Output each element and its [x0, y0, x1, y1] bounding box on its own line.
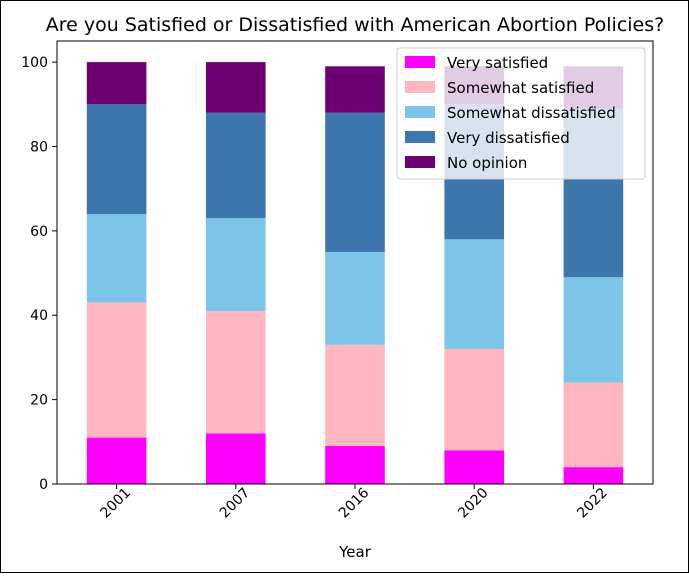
bar-segment — [86, 104, 147, 214]
x-tick-label: 2020 — [455, 485, 492, 522]
y-tick-label: 100 — [21, 55, 48, 71]
x-tick-label: 2007 — [217, 485, 254, 522]
y-axis: 0 20 40 60 80 100 — [21, 55, 57, 493]
legend-box — [396, 47, 646, 180]
bar-segment — [563, 467, 624, 484]
legend-swatch — [405, 106, 435, 118]
bar-segment — [325, 446, 385, 484]
chart-title: Are you Satisfied or Dissatisfied with A… — [46, 14, 664, 36]
legend-label: No opinion — [447, 154, 527, 172]
y-tick-label: 60 — [30, 224, 48, 240]
bar-segment — [86, 62, 147, 105]
legend-swatch — [405, 81, 435, 93]
y-tick-label: 80 — [30, 139, 48, 155]
bar-segment — [563, 382, 624, 468]
legend-swatch — [405, 131, 435, 143]
bar-segment — [444, 239, 504, 349]
bar-segment — [86, 302, 147, 438]
bar-segment — [563, 277, 624, 383]
bar-segment — [444, 450, 504, 484]
bar-segment — [444, 348, 504, 451]
y-tick-label: 40 — [30, 308, 48, 324]
bar-segment — [206, 218, 266, 312]
bar-segment — [325, 251, 385, 345]
y-tick-label: 0 — [39, 477, 48, 493]
legend-swatch — [405, 156, 435, 168]
bar-segment — [206, 433, 266, 484]
bar-segment — [325, 66, 385, 113]
x-tick-label: 2016 — [336, 485, 373, 522]
bar-segment — [86, 437, 147, 484]
x-tick-label: 2001 — [98, 485, 135, 522]
bar-segment — [206, 112, 266, 219]
bar-segment — [325, 112, 385, 252]
legend: Very satisfied Somewhat satisfied Somewhat… — [396, 47, 646, 180]
bar-segment — [86, 213, 147, 303]
legend-swatch — [405, 56, 435, 68]
x-axis-label: Year — [338, 543, 372, 561]
bars-layer — [86, 62, 624, 484]
y-tick-label: 20 — [30, 393, 48, 409]
legend-label: Somewhat satisfied — [447, 79, 594, 97]
legend-label: Very satisfied — [447, 54, 548, 72]
bar-segment — [206, 62, 266, 113]
bar-segment — [325, 344, 385, 447]
legend-label: Very dissatisfied — [447, 129, 570, 147]
x-tick-label: 2022 — [574, 485, 611, 522]
bar-segment — [206, 311, 266, 434]
legend-label: Somewhat dissatisfied — [447, 104, 616, 122]
x-axis: 2001 2007 2016 2020 2022 — [98, 484, 611, 521]
